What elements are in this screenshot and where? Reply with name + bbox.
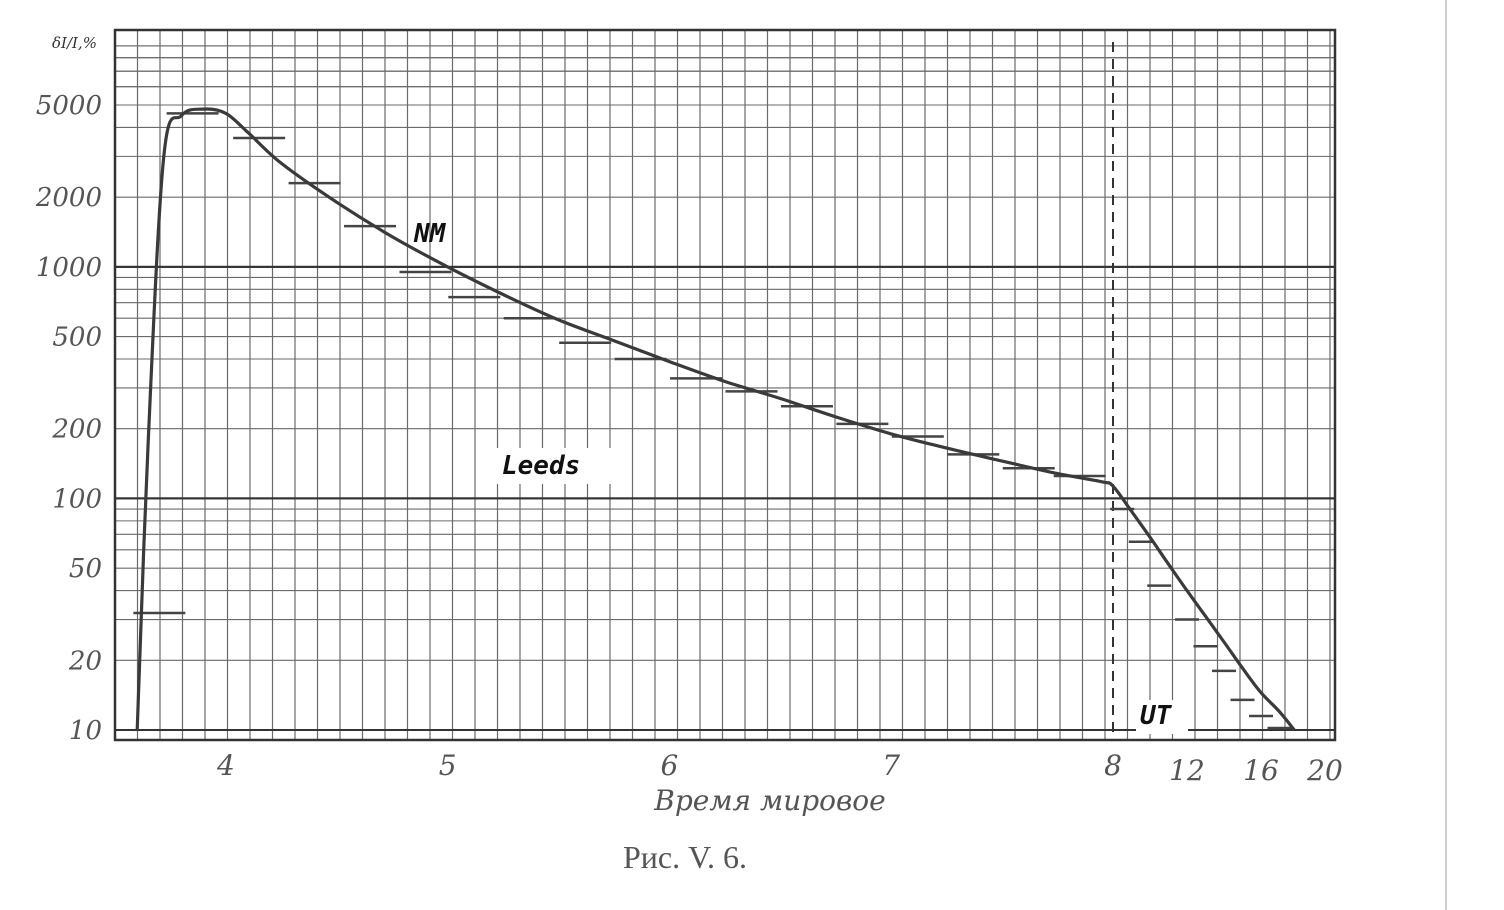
- data-curve: [135, 107, 1296, 732]
- x-tick-label: 12: [1169, 754, 1205, 787]
- frame-border: [113, 28, 1337, 742]
- data-curve-line: [135, 107, 1296, 732]
- y-tick-label: 1000: [36, 253, 102, 283]
- x-axis-label: Время мировое: [653, 784, 885, 817]
- x-tick-label: 5: [439, 749, 457, 782]
- measurement-marks: [133, 112, 1292, 730]
- annotation-ut-bg: [1136, 700, 1188, 734]
- y-tick-label: 20: [68, 646, 102, 676]
- y-tick-label: 500: [52, 323, 102, 353]
- y-tick-label: 5000: [36, 91, 102, 121]
- annotation-nm: NM: [413, 219, 447, 249]
- x-tick-label: 7: [882, 749, 900, 782]
- minor-grid: [114, 30, 1335, 740]
- y-tick-label: 10: [69, 716, 102, 746]
- x-tick-label: 4: [216, 749, 235, 782]
- x-tick-label: 20: [1306, 754, 1343, 787]
- x-tick-label: 8: [1104, 749, 1122, 782]
- annotation-leeds: Leeds: [502, 451, 580, 481]
- y-tick-label: 2000: [35, 183, 102, 213]
- plot-frame: [113, 28, 1337, 742]
- annotation-leeds-bg: [496, 448, 612, 484]
- y-tick-labels: 5000 2000 1000 500 200 100 50 20 10: [35, 91, 102, 746]
- y-tick-label: 100: [52, 484, 102, 514]
- annotation-ut: UT: [1140, 701, 1173, 731]
- y-axis-label: δI/I,%: [52, 34, 97, 52]
- x-tick-labels: 4 5 6 7 8 12 16 20: [216, 749, 1343, 787]
- y-tick-label: 200: [51, 415, 102, 445]
- figure-caption: Рис. V. 6.: [623, 839, 747, 875]
- x-tick-label: 6: [661, 749, 679, 782]
- y-tick-label: 50: [69, 554, 102, 584]
- x-tick-label: 16: [1243, 754, 1279, 787]
- major-grid: [115, 265, 1335, 731]
